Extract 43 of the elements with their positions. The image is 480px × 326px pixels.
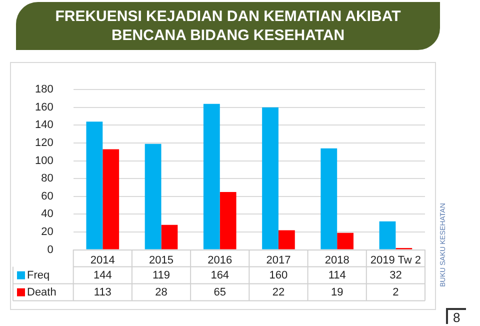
data-label: 2 bbox=[392, 286, 399, 298]
legend-label: Death bbox=[27, 286, 56, 298]
text: 8 bbox=[446, 308, 466, 325]
x-tick-label: 2019 Tw 2 bbox=[370, 254, 421, 266]
bar bbox=[379, 221, 396, 250]
data-label: 65 bbox=[214, 286, 226, 298]
x-tick-label: 2015 bbox=[149, 254, 174, 266]
x-tick-label: 2017 bbox=[266, 254, 291, 266]
x-tick-label: 2018 bbox=[324, 254, 350, 266]
data-label: 144 bbox=[93, 269, 112, 282]
bar bbox=[144, 144, 162, 250]
data-label: 28 bbox=[155, 286, 168, 298]
bar bbox=[262, 107, 278, 250]
data-label: 22 bbox=[272, 286, 285, 298]
y-tick-label: 20 bbox=[41, 226, 54, 238]
bar bbox=[203, 104, 220, 250]
bar bbox=[337, 232, 354, 250]
y-tick-label: 100 bbox=[34, 154, 54, 167]
x-tick-label: 2016 bbox=[208, 254, 232, 266]
data-label: 164 bbox=[210, 269, 230, 282]
data-label: 19 bbox=[330, 286, 344, 298]
y-tick-label: 120 bbox=[34, 137, 54, 150]
bar bbox=[320, 148, 338, 250]
y-tick-label: 160 bbox=[34, 101, 54, 114]
data-label: 32 bbox=[390, 269, 402, 282]
x-tick-label: 2014 bbox=[90, 254, 115, 266]
y-tick-label: 180 bbox=[34, 84, 54, 96]
bar bbox=[161, 224, 178, 250]
bar bbox=[278, 230, 295, 250]
y-tick-label: 140 bbox=[34, 119, 54, 132]
y-tick-label: 40 bbox=[41, 208, 54, 220]
chart-title: FREKUENSI KEJADIAN DAN KEMATIAN AKIBAT BENCANA BIDANG KESEHATAN bbox=[16, 2, 440, 50]
y-tick-label: 0 bbox=[47, 244, 54, 256]
legend-label: Freq bbox=[27, 269, 50, 282]
data-label: 114 bbox=[328, 269, 346, 282]
data-label: 160 bbox=[269, 269, 288, 282]
bar bbox=[86, 122, 103, 250]
y-tick-label: 60 bbox=[41, 190, 54, 202]
bar bbox=[220, 192, 236, 250]
y-tick-label: 80 bbox=[41, 172, 54, 185]
data-label: 119 bbox=[152, 269, 170, 282]
bar bbox=[102, 149, 120, 250]
data-label: 113 bbox=[94, 286, 112, 298]
